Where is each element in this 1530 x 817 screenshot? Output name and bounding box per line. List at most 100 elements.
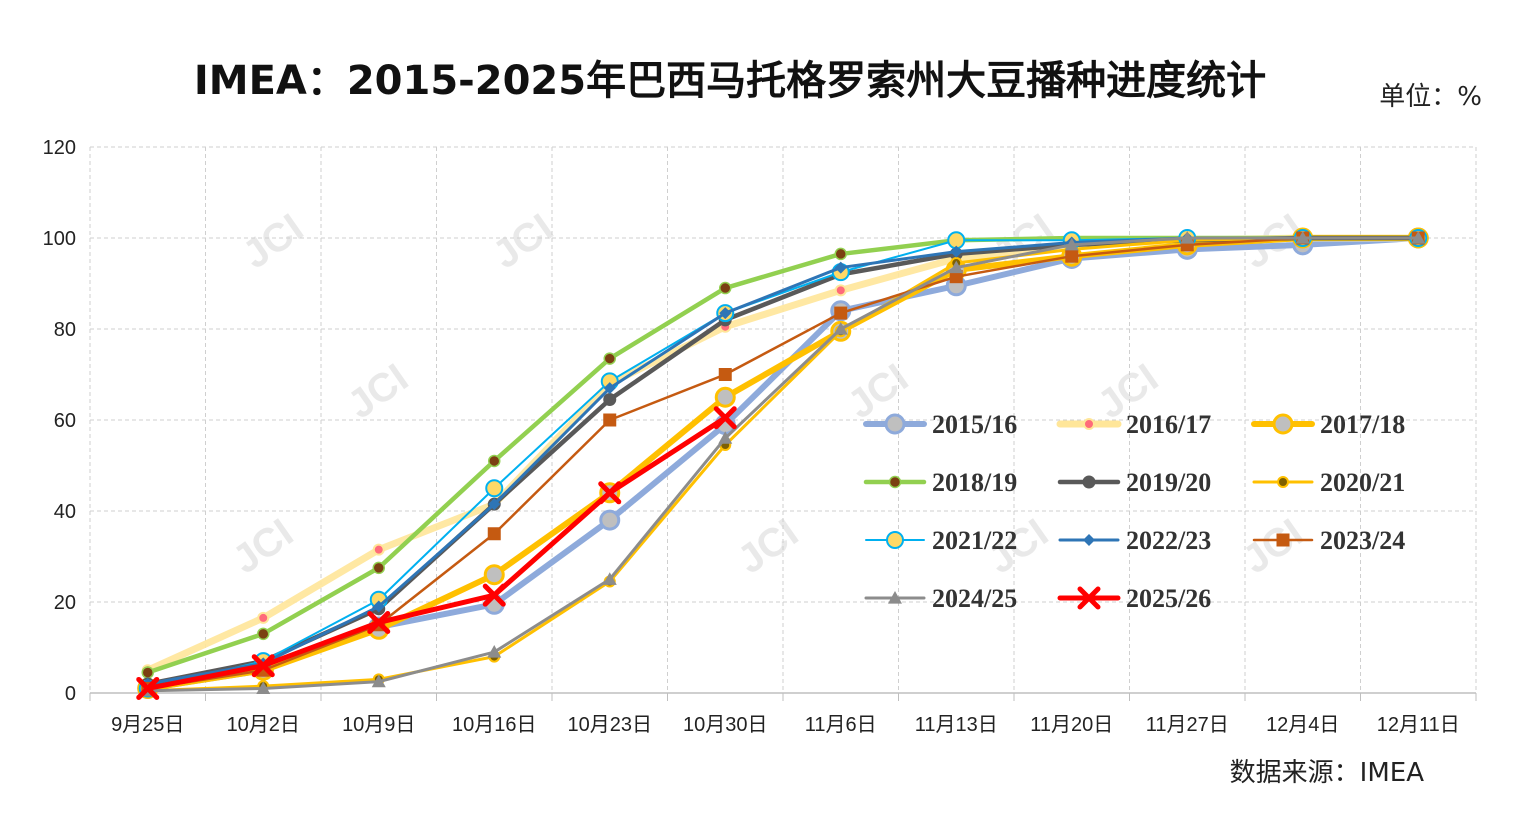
legend-label: 2015/16 <box>932 410 1017 439</box>
legend-label: 2021/22 <box>932 526 1017 555</box>
legend-label: 2017/18 <box>1320 410 1405 439</box>
y-tick-label: 60 <box>54 410 76 432</box>
data-point <box>598 481 622 505</box>
legend-item: 2022/23 <box>1058 526 1211 555</box>
y-tick-label: 40 <box>54 501 76 523</box>
source-label: 数据来源：IMEA <box>1229 758 1424 788</box>
data-point <box>372 600 385 613</box>
legend-item: 2020/21 <box>1252 468 1405 497</box>
legend-label: 2020/21 <box>1320 468 1405 497</box>
data-point <box>485 479 504 498</box>
data-point <box>482 583 506 607</box>
legend-item: 2019/20 <box>1057 468 1211 497</box>
y-tick-label: 20 <box>54 592 76 614</box>
x-tick-label: 11月13日 <box>915 714 998 736</box>
y-tick-label: 80 <box>54 319 76 341</box>
x-tick-label: 11月20日 <box>1030 714 1113 736</box>
data-point <box>949 260 964 274</box>
data-point <box>1277 476 1289 488</box>
unit-label: 单位：% <box>1379 82 1482 112</box>
legend-label: 2025/26 <box>1126 584 1211 613</box>
legend-item: 2025/26 <box>1057 584 1211 613</box>
data-point <box>888 591 902 604</box>
y-tick-label: 100 <box>43 228 76 250</box>
x-tick-label: 10月9日 <box>342 714 415 736</box>
x-tick-label: 11月6日 <box>805 714 877 736</box>
series-line <box>146 236 1420 693</box>
data-point <box>603 393 617 407</box>
data-point <box>1276 533 1290 547</box>
x-tick-label: 9月25日 <box>111 714 184 736</box>
data-point <box>603 413 617 427</box>
data-point <box>602 572 617 585</box>
data-point <box>719 307 732 320</box>
data-point <box>950 245 963 258</box>
watermark-text: JCI <box>225 511 301 583</box>
series-2019-20 <box>141 231 1425 691</box>
data-point <box>1180 231 1195 244</box>
legend-label: 2019/20 <box>1126 468 1211 497</box>
data-point <box>1082 475 1096 489</box>
data-point <box>1411 231 1426 244</box>
x-tick-label: 10月2日 <box>227 714 300 736</box>
legend-item: 2021/22 <box>865 526 1017 555</box>
data-point <box>718 368 732 381</box>
data-point <box>949 270 963 284</box>
data-point <box>483 564 505 586</box>
data-point <box>1295 231 1310 244</box>
data-point <box>367 610 391 634</box>
y-tick-label: 0 <box>65 683 76 705</box>
axis-layer: 0 20 40 60 80 100 120 9月25日 10月2日 10月9日 10月16日 10月2… <box>43 137 1477 736</box>
data-point <box>372 543 385 556</box>
legend-label: 2022/23 <box>1126 526 1211 555</box>
series-layer <box>136 227 1429 700</box>
x-tick-label: 10月30日 <box>683 714 768 736</box>
data-point <box>834 247 847 261</box>
watermark-text: JCI <box>1235 511 1311 583</box>
data-point <box>603 382 616 395</box>
data-point <box>1064 237 1079 251</box>
data-point <box>1083 418 1095 430</box>
watermark-text: JCI <box>340 356 416 428</box>
legend-item: 2023/24 <box>1252 526 1405 555</box>
data-point <box>136 676 160 700</box>
data-point <box>257 611 270 624</box>
watermark-text: JCI <box>840 356 916 428</box>
legend-item: 2017/18 <box>1251 410 1405 439</box>
legend-label: 2018/19 <box>932 468 1017 497</box>
legend-item: 2024/25 <box>864 584 1017 613</box>
data-point <box>599 509 621 531</box>
legend-label: 2024/25 <box>932 584 1017 613</box>
data-point <box>371 674 386 688</box>
chart-title: IMEA：2015-2025年巴西马托格罗索州大豆播种进度统计 <box>193 58 1267 104</box>
data-point <box>714 386 736 408</box>
x-tick-label: 10月23日 <box>568 714 653 736</box>
data-point <box>834 261 847 274</box>
data-point <box>487 645 502 658</box>
series-line <box>146 236 1420 693</box>
data-point <box>256 681 271 695</box>
data-point <box>719 281 732 295</box>
data-point <box>487 527 501 541</box>
y-tick-label: 120 <box>43 137 76 159</box>
legend-label: 2016/17 <box>1126 410 1211 439</box>
data-point <box>1272 413 1294 435</box>
x-tick-label: 11月27日 <box>1146 714 1229 736</box>
data-point <box>488 454 501 468</box>
data-point <box>1065 249 1079 263</box>
legend-label: 2023/24 <box>1320 526 1405 555</box>
x-tick-label: 12月4日 <box>1266 714 1339 736</box>
data-point <box>834 284 847 297</box>
data-point <box>251 654 275 678</box>
legend-item: 2015/16 <box>863 410 1017 439</box>
data-point <box>1083 534 1095 546</box>
watermark-text: JCI <box>485 206 561 278</box>
series-2025-26 <box>136 406 737 700</box>
data-point <box>834 306 848 320</box>
series-line <box>145 415 728 691</box>
series-2024-25 <box>140 231 1426 697</box>
data-point <box>488 498 501 511</box>
series-2022-23 <box>141 232 1425 690</box>
data-point <box>1077 586 1101 610</box>
